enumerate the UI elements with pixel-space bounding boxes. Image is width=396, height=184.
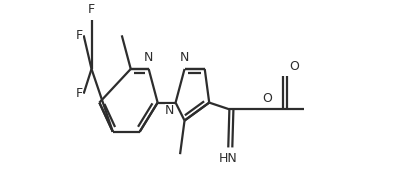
Text: O: O (289, 61, 299, 73)
Text: O: O (263, 92, 272, 105)
Text: N: N (144, 51, 153, 64)
Text: F: F (88, 3, 95, 16)
Text: N: N (180, 52, 189, 64)
Text: F: F (75, 29, 82, 42)
Text: N: N (165, 104, 175, 117)
Text: HN: HN (219, 152, 238, 165)
Text: F: F (75, 87, 82, 100)
